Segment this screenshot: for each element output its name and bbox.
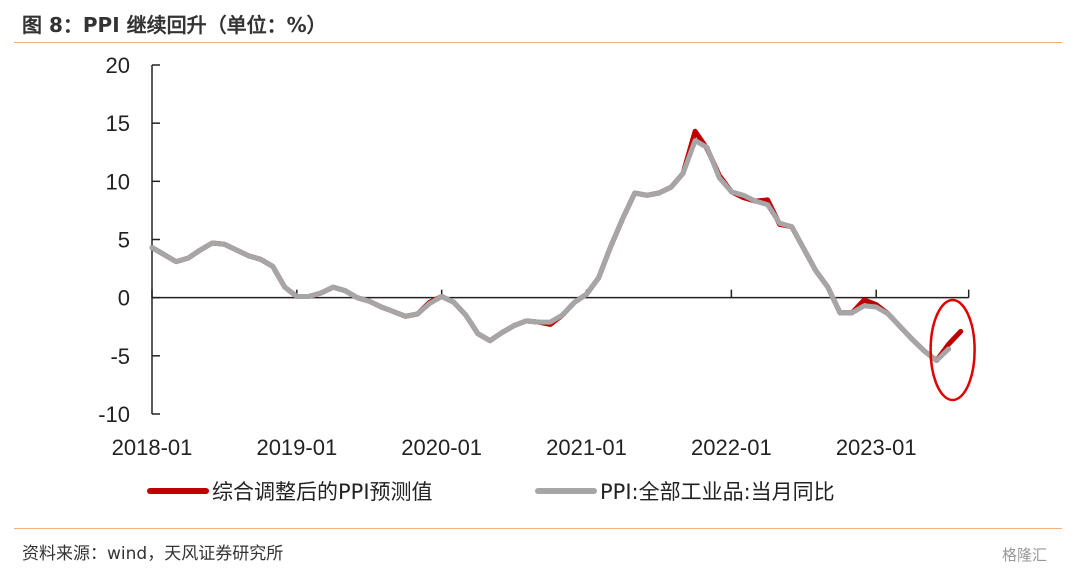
legend-label-forecast: 综合调整后的PPI预测值 — [212, 480, 433, 504]
x-tick-label: 2021-01 — [546, 435, 627, 460]
x-tick-label: 2019-01 — [256, 435, 337, 460]
series-line-forecast — [149, 128, 964, 363]
watermark-text: 格隆汇 — [1002, 546, 1048, 564]
y-tick-label: 0 — [118, 286, 130, 311]
y-tick-label: 10 — [106, 169, 130, 194]
highlight-ellipse — [929, 298, 976, 402]
bottom-divider — [14, 528, 1062, 529]
y-tick-label: 20 — [106, 53, 130, 78]
y-tick-label: 15 — [106, 111, 130, 136]
legend-label-ppi: PPI:全部工业品:当月同比 — [600, 480, 835, 504]
source-note: 资料来源：wind，天风证券研究所 — [22, 544, 284, 564]
y-tick-label: -5 — [110, 344, 130, 369]
x-tick-label: 2020-01 — [401, 435, 482, 460]
y-tick-label: -10 — [98, 402, 130, 427]
top-divider — [14, 42, 1062, 43]
ppi-line-chart: -10 -5 0 5 10 15 20 2018-01 2019-01 2020-01 2021-0… — [98, 53, 976, 504]
x-tick-label: 2022-01 — [691, 435, 772, 460]
x-tick-label: 2018-01 — [112, 435, 193, 460]
x-tick-label: 2023-01 — [836, 435, 917, 460]
series-line-ppi — [149, 138, 952, 363]
figure-title: 图 8：PPI 继续回升（单位：%） — [22, 13, 327, 37]
y-tick-label: 5 — [118, 228, 130, 253]
